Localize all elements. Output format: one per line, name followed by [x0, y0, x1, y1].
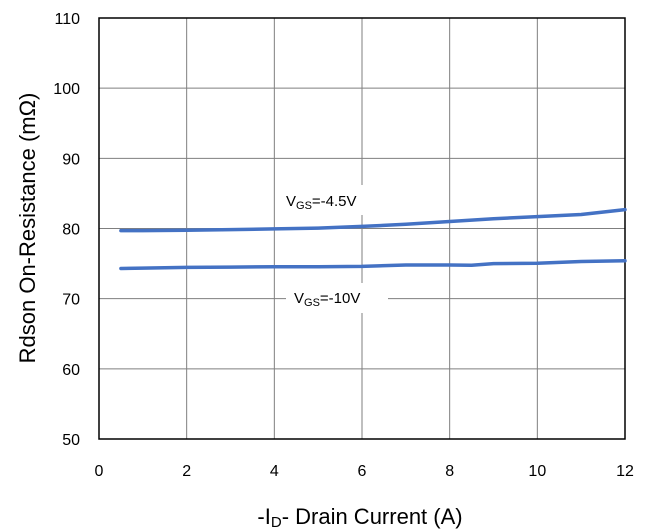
anno-vgs-10v-main: V	[294, 290, 304, 307]
y-tick-label: 60	[62, 362, 80, 379]
y-tick-label: 100	[53, 81, 80, 98]
svg-text:VGS=-4.5V: VGS=-4.5V	[286, 193, 357, 212]
anno-vgs-10v-sub: GS	[304, 297, 320, 309]
anno-vgs-4-5v-sub: GS	[296, 200, 312, 212]
x-tick-label: 8	[445, 463, 454, 480]
x-tick-label: 12	[616, 463, 634, 480]
annotation-vgs-10v: VGS=-10V	[286, 283, 388, 313]
x-tick-label: 4	[270, 463, 279, 480]
y-tick-label: 80	[62, 222, 80, 239]
x-axis-label-subscript: D	[271, 514, 282, 531]
y-tick-label: 110	[54, 11, 80, 28]
series-line-vgs-10v	[119, 259, 627, 271]
annotation-vgs-4-5v: VGS=-4.5V	[278, 185, 388, 215]
x-tick-label: 0	[95, 463, 104, 480]
y-tick-label: 50	[62, 432, 80, 449]
anno-vgs-10v-rest: =-10V	[320, 290, 360, 307]
y-tick-label: 70	[62, 292, 80, 309]
x-axis-label-prefix: -I	[257, 504, 270, 529]
y-tick-label: 90	[62, 151, 80, 168]
plot-border	[98, 17, 626, 440]
x-tick-label: 10	[528, 463, 546, 480]
y-axis-label: Rdson On-Resistance (mΩ)	[15, 93, 40, 364]
x-tick-label: 2	[182, 463, 191, 480]
svg-text:VGS=-10V: VGS=-10V	[294, 290, 360, 309]
anno-vgs-4-5v-main: V	[286, 193, 296, 210]
series-line-vgs-4-5v	[119, 207, 627, 233]
tick-labels: 0 2 4 6 8 10 12 50 60 70 80 90 100 110	[53, 11, 634, 480]
x-axis-label: -ID- Drain Current (A)	[257, 504, 462, 531]
series-lines	[119, 207, 627, 271]
x-tick-label: 6	[358, 463, 367, 480]
x-axis-label-suffix: - Drain Current (A)	[282, 504, 463, 529]
grid	[98, 17, 626, 440]
anno-vgs-4-5v-rest: =-4.5V	[312, 193, 357, 210]
